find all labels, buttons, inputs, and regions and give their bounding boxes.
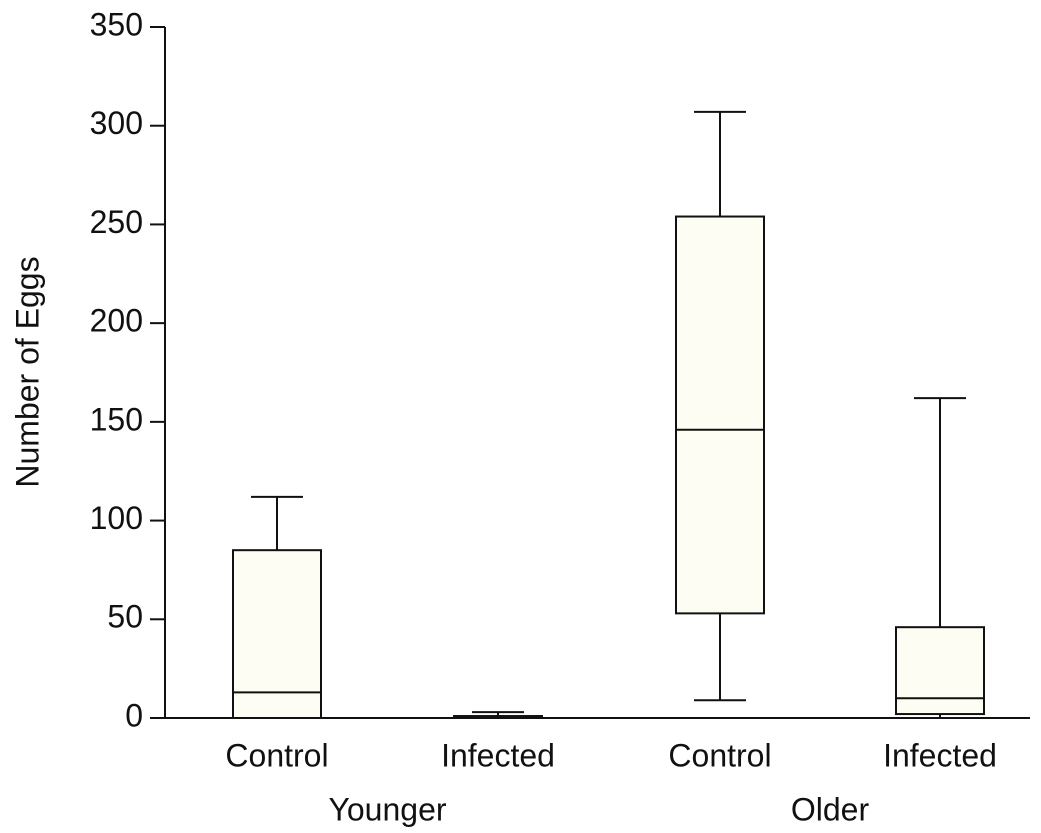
y-tick-label: 50	[107, 599, 143, 635]
box	[675, 215, 765, 615]
x-tick-label: Infected	[883, 737, 997, 773]
box	[895, 626, 985, 716]
y-axis-label: Number of Eggs	[9, 256, 45, 487]
y-tick-label: 300	[90, 105, 143, 141]
box	[232, 549, 322, 720]
y-tick-label: 150	[90, 401, 143, 437]
y-tick-label: 0	[125, 697, 143, 733]
y-tick-label: 350	[90, 6, 143, 42]
x-tick-label: Control	[225, 737, 328, 773]
y-tick-label: 100	[90, 500, 143, 536]
x-tick-label: Infected	[441, 737, 555, 773]
x-tick-label: Control	[668, 737, 771, 773]
group-label: Older	[791, 791, 870, 827]
y-tick-label: 250	[90, 204, 143, 240]
group-label: Younger	[328, 791, 446, 827]
y-tick-label: 200	[90, 303, 143, 339]
